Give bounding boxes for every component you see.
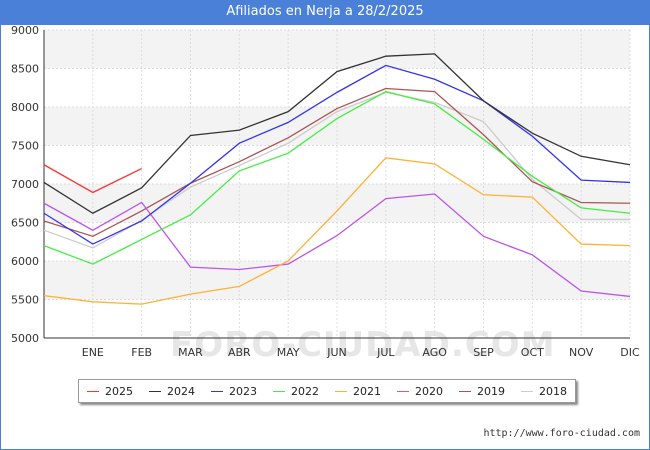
legend-label: 2022 bbox=[291, 384, 319, 398]
legend-item-2021: 2021 bbox=[335, 385, 381, 398]
legend-label: 2025 bbox=[105, 384, 133, 398]
legend-swatch bbox=[335, 390, 347, 392]
x-tick-label: JUN bbox=[326, 346, 347, 359]
x-tick-label: ENE bbox=[82, 346, 104, 359]
x-tick-label: MAY bbox=[277, 346, 300, 359]
legend-label: 2019 bbox=[477, 384, 505, 398]
legend-swatch bbox=[273, 390, 285, 392]
y-tick-label: 5000 bbox=[11, 332, 39, 345]
legend-label: 2023 bbox=[229, 384, 257, 398]
x-tick-label: NOV bbox=[569, 346, 594, 359]
series-line-2019 bbox=[43, 87, 631, 238]
x-tick-label: JUL bbox=[376, 346, 395, 359]
x-tick-label: DIC bbox=[620, 346, 640, 359]
legend: 2025 2024 2023 2022 2021 2020 2019 2018 bbox=[78, 379, 576, 403]
legend-label: 2021 bbox=[353, 384, 381, 398]
legend-item-2018: 2018 bbox=[521, 385, 567, 398]
y-tick-label: 5500 bbox=[11, 294, 39, 307]
y-tick-label: 6000 bbox=[11, 255, 39, 268]
y-tick-label: 7000 bbox=[11, 178, 39, 191]
legend-item-2024: 2024 bbox=[149, 385, 195, 398]
legend-item-2023: 2023 bbox=[211, 385, 257, 398]
y-tick-label: 9000 bbox=[11, 24, 39, 37]
legend-label: 2024 bbox=[167, 384, 195, 398]
source-text: http://www.foro-ciudad.com bbox=[483, 428, 640, 439]
legend-swatch bbox=[149, 390, 161, 392]
legend-item-2025: 2025 bbox=[87, 385, 133, 398]
legend-swatch bbox=[211, 390, 223, 392]
legend-item-2020: 2020 bbox=[397, 385, 443, 398]
series-line-2024 bbox=[43, 53, 631, 215]
legend-item-2019: 2019 bbox=[459, 385, 505, 398]
y-tick-label: 8000 bbox=[11, 101, 39, 114]
legend-swatch bbox=[459, 390, 471, 392]
legend-item-2022: 2022 bbox=[273, 385, 319, 398]
legend-swatch bbox=[87, 390, 99, 392]
y-tick-label: 7500 bbox=[11, 140, 39, 153]
legend-label: 2020 bbox=[415, 384, 443, 398]
watermark: FORO-CIUDAD.COM bbox=[170, 325, 556, 365]
x-tick-label: AGO bbox=[422, 346, 447, 359]
legend-swatch bbox=[397, 390, 409, 392]
x-tick-label: FEB bbox=[131, 346, 152, 359]
chart-title: Afiliados en Nerja a 28/2/2025 bbox=[0, 0, 650, 24]
x-tick-label: MAR bbox=[178, 346, 203, 359]
legend-label: 2018 bbox=[539, 384, 567, 398]
x-tick-label: ABR bbox=[228, 346, 251, 359]
x-tick-label: OCT bbox=[521, 346, 544, 359]
series-line-2022 bbox=[43, 90, 631, 265]
series-line-2025 bbox=[43, 164, 142, 194]
series-line-2020 bbox=[43, 193, 631, 298]
legend-swatch bbox=[521, 390, 533, 392]
series-line-2021 bbox=[43, 157, 631, 305]
x-tick-label: SEP bbox=[473, 346, 494, 359]
y-tick-label: 6500 bbox=[11, 217, 39, 230]
y-tick-label: 8500 bbox=[11, 63, 39, 76]
series-line-2023 bbox=[43, 64, 631, 245]
